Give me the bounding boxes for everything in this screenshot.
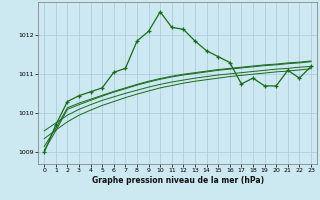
X-axis label: Graphe pression niveau de la mer (hPa): Graphe pression niveau de la mer (hPa) [92,176,264,185]
